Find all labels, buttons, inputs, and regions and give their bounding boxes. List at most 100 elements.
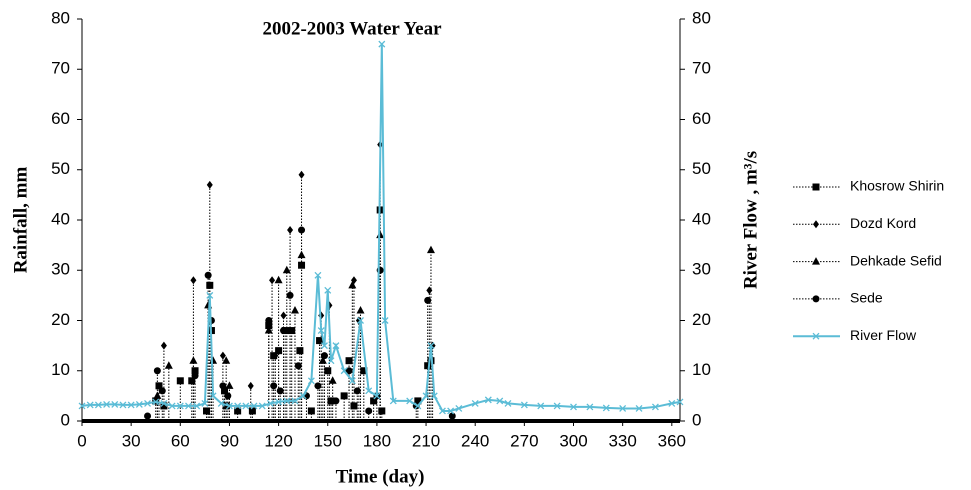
point [222,356,231,364]
point [234,402,242,410]
point [314,382,322,390]
point [520,401,528,409]
legend-label: River Flow [850,327,917,343]
point [504,399,512,407]
point [78,402,86,410]
point [265,322,273,330]
point [258,402,266,410]
point [389,397,397,405]
x-tick-label: 360 [658,431,686,450]
point [296,347,304,355]
point [135,400,143,408]
point [307,407,315,415]
point [224,392,232,400]
y2-tick-label: 50 [692,159,711,178]
series-line [81,44,681,412]
x-tick-label: 300 [559,431,587,450]
point [455,404,463,412]
point [189,356,198,364]
point [360,367,368,375]
point [373,392,381,400]
point [317,327,325,335]
point [206,180,213,189]
y-tick-label: 20 [51,310,70,329]
point [447,407,455,415]
point [422,392,430,400]
point [158,387,166,395]
point [234,407,242,415]
point [327,357,335,365]
point [348,377,356,385]
y-tick-label: 60 [51,109,70,128]
y-tick-label: 80 [51,8,70,27]
y-tick-label: 10 [51,360,70,379]
point [332,397,340,405]
point [340,392,348,400]
point [201,399,209,407]
x-tick-label: 240 [461,431,489,450]
y-tick-label: 70 [51,59,70,78]
point [321,342,328,350]
point [155,382,163,390]
x-axis-title: Time (day) [336,466,425,487]
point [318,356,327,364]
x-tick-label: 330 [608,431,636,450]
point [406,397,414,405]
point [424,296,432,304]
point [357,317,364,324]
x-tick-label: 60 [171,431,190,450]
point [119,401,127,409]
point [266,399,274,407]
point [203,407,211,415]
y2-tick-label: 10 [692,360,711,379]
y-tick-label: 30 [51,260,70,279]
point [127,401,135,409]
point [427,342,435,350]
point [676,398,684,406]
point [378,407,386,415]
point [345,367,353,375]
y2-tick-label: 20 [692,310,711,329]
point [381,317,389,324]
point [206,291,214,299]
x-tick-label: 180 [363,431,391,450]
point [185,402,192,410]
point [152,398,160,406]
point [365,407,373,415]
point [204,271,212,279]
point [188,377,196,385]
point [307,377,315,385]
point [272,351,279,360]
y2-tick-label: 70 [692,59,711,78]
point [283,397,291,405]
point [668,399,676,407]
point [414,397,422,405]
x-tick-label: 150 [314,431,342,450]
point [209,392,217,400]
x-tick-label: 270 [510,431,538,450]
point [111,400,119,408]
x-tick-label: 120 [264,431,292,450]
point [345,357,353,365]
point [247,381,254,390]
point [370,397,378,405]
legend-label: Dehkade Sefid [850,252,942,268]
point [153,367,161,375]
point [219,382,227,390]
point [103,400,111,408]
point [294,362,302,370]
point [286,291,294,299]
y2-axis-title: River Flow , m³/s [740,151,761,289]
point [225,381,234,389]
point [332,342,340,350]
point [297,250,306,259]
y2-tick-label: 30 [692,260,711,279]
point [320,352,328,360]
point [144,412,152,420]
point [217,399,225,407]
y2-tick-label: 0 [692,410,701,429]
point [176,377,184,385]
point [269,276,276,285]
legend-marker [812,295,820,303]
